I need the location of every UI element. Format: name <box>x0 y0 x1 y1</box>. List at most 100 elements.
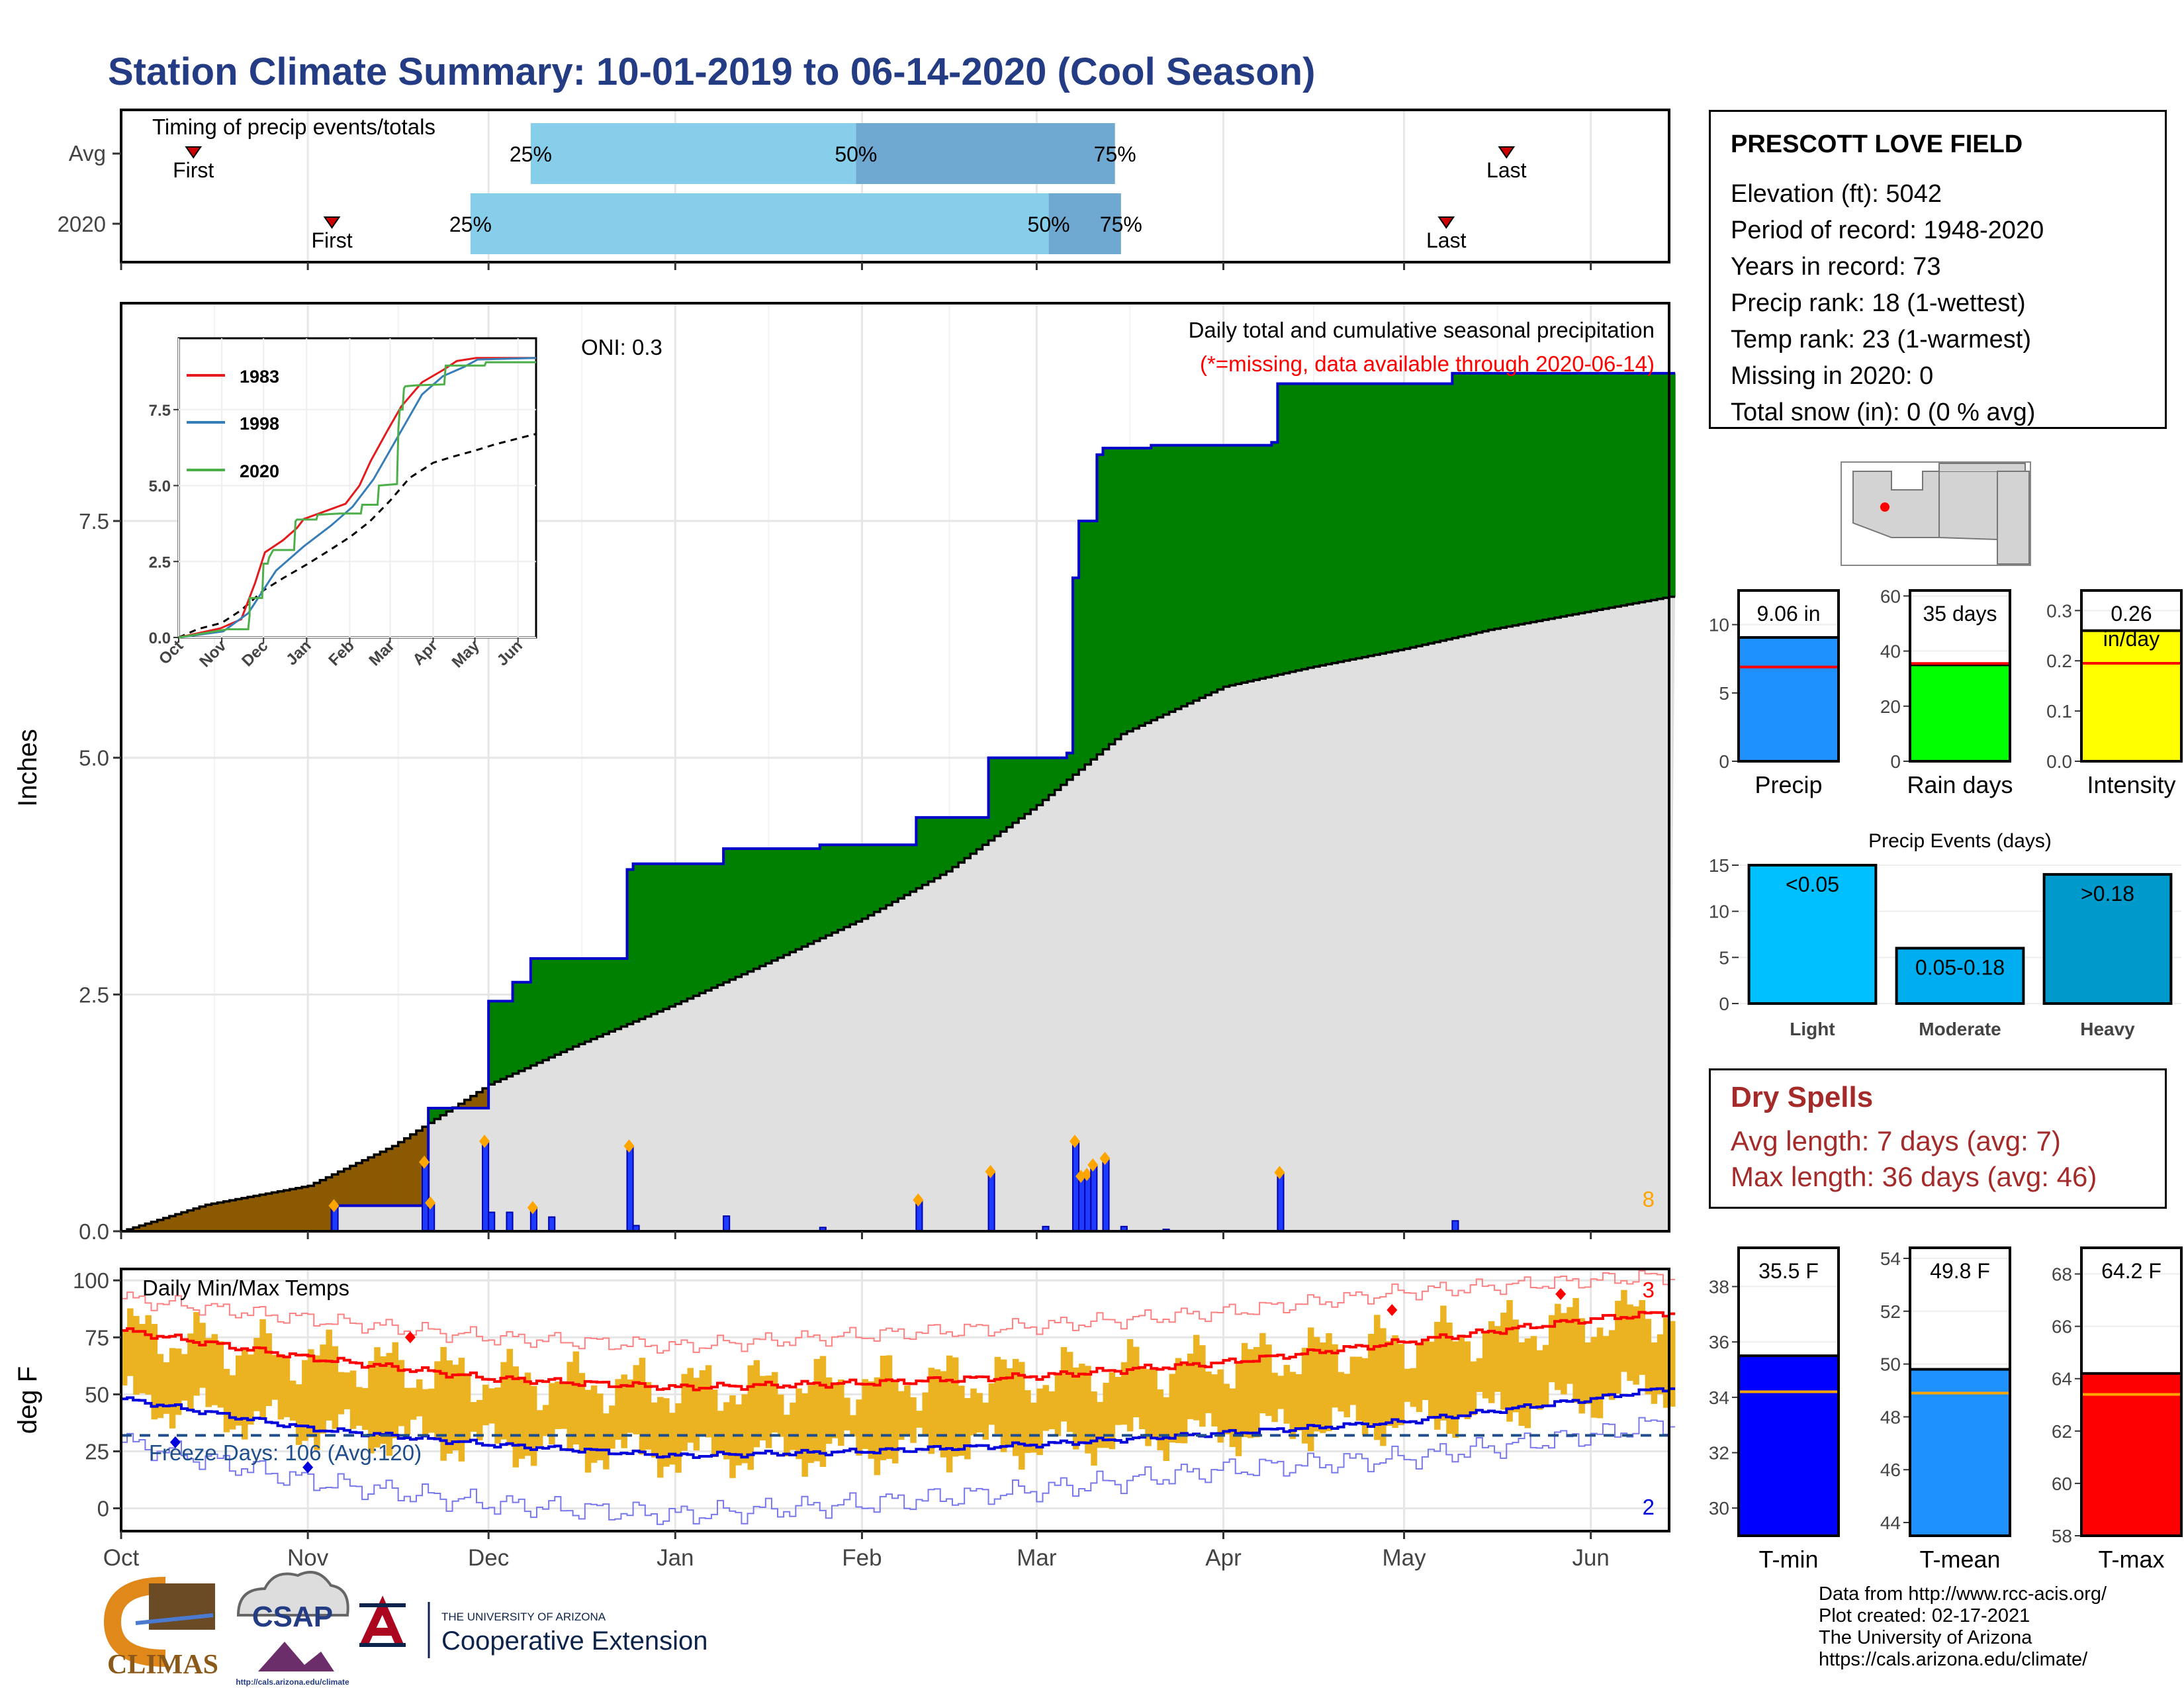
temp-daily-bar <box>1253 1346 1260 1438</box>
temp-daily-bar <box>1615 1301 1621 1394</box>
temp-bar-t-max <box>2080 1372 2183 1537</box>
precip-above-normal-day <box>1229 445 1236 686</box>
temp-daily-bar <box>603 1413 610 1470</box>
summary-category-label: Rain days <box>1907 771 2013 798</box>
precip-below-normal-day <box>139 1225 146 1231</box>
timing-panel: 25% 50% 75% First Last 25% 50% 75% First Last Tim… <box>58 109 1670 270</box>
precip-below-normal-day <box>302 1187 308 1231</box>
inset-line-2020 <box>178 361 536 639</box>
temp-y-tick-label: 0 <box>97 1497 109 1521</box>
summary-value-line: in/day <box>2103 627 2160 651</box>
precip-below-normal-day <box>253 1196 260 1231</box>
precip-above-normal-day <box>970 817 977 854</box>
temp-daily-bar <box>651 1402 658 1458</box>
temp-daily-bar <box>663 1398 670 1467</box>
temp-daily-bar <box>283 1358 291 1417</box>
precip-above-normal-day <box>729 849 736 980</box>
temp-daily-bar <box>898 1391 905 1440</box>
precip-y-label: Inches <box>13 729 42 807</box>
temp-daily-bar <box>1536 1350 1543 1410</box>
precip-daily-bar <box>987 1170 995 1233</box>
temp-daily-bar <box>223 1368 230 1432</box>
precip-above-normal-day <box>1091 521 1097 760</box>
temp-daily-bar <box>1151 1368 1158 1438</box>
precip-above-normal-day <box>1476 373 1483 633</box>
precip-events-category-label: Moderate <box>1919 1019 2001 1039</box>
temp-daily-bar <box>543 1405 549 1436</box>
temp-bar-y-tick-label: 50 <box>1880 1354 1901 1375</box>
temp-daily-bar <box>856 1399 862 1456</box>
precip-below-normal-day <box>380 1151 387 1206</box>
temp-daily-bar <box>1332 1344 1338 1408</box>
temp-bar-t-min <box>1737 1354 1840 1537</box>
temp-daily-bar <box>398 1360 405 1427</box>
temp-daily-bar <box>271 1354 279 1400</box>
precip-above-normal-day <box>825 845 833 936</box>
temp-record-marker <box>302 1461 314 1474</box>
temp-daily-bar <box>1651 1342 1658 1404</box>
temp-content <box>121 1270 1676 1525</box>
precip-above-normal-day <box>1651 373 1658 600</box>
month-label: Oct <box>103 1545 140 1571</box>
station-period: Period of record: 1948-2020 <box>1731 216 2044 244</box>
temp-bar-category-label: T-max <box>2098 1546 2164 1573</box>
precip-above-normal-day <box>1301 383 1308 669</box>
month-label: Apr <box>1205 1545 1242 1571</box>
temp-daily-bar <box>747 1365 754 1470</box>
temp-daily-bar <box>1380 1328 1387 1446</box>
temp-bar-y-tick-label: 58 <box>2052 1526 2072 1546</box>
precip-daily-bar <box>548 1216 556 1232</box>
inset-legend-1998: 1998 <box>240 414 279 434</box>
temp-daily-bar <box>476 1399 483 1440</box>
precip-above-normal-day <box>1428 383 1435 643</box>
temp-daily-bar <box>831 1383 839 1438</box>
precip-below-normal-day <box>464 1100 471 1109</box>
precip-above-normal-day <box>784 849 790 955</box>
temp-daily-bar <box>1446 1322 1453 1434</box>
temp-daily-bar <box>422 1389 429 1436</box>
temp-daily-bar <box>506 1348 513 1446</box>
precip-y-tick-label: 7.5 <box>79 509 109 534</box>
month-label: Feb <box>842 1545 882 1571</box>
temp-daily-bar <box>1645 1319 1652 1395</box>
precip-above-normal-day <box>898 845 905 899</box>
precip-daily-bar <box>1078 1176 1086 1233</box>
precip-above-normal-day <box>1494 373 1501 629</box>
precip-below-normal-day <box>386 1149 393 1206</box>
precip-above-normal-day <box>1223 445 1230 687</box>
texas-edge-shape <box>1997 471 2030 565</box>
precip-above-normal-day <box>1066 753 1073 780</box>
precip-above-normal-day <box>590 958 598 1039</box>
precip-above-normal-day <box>1398 383 1405 650</box>
precip-above-normal-day <box>874 845 881 912</box>
precip-above-normal-day <box>886 845 893 906</box>
temp-daily-bar <box>1494 1326 1501 1392</box>
temp-daily-bar <box>1596 1327 1604 1419</box>
temp-daily-bar <box>1241 1342 1248 1437</box>
precip-above-normal-day <box>1126 447 1134 731</box>
inset-average-line <box>178 433 537 639</box>
temp-daily-bar <box>615 1379 621 1440</box>
temp-daily-bar <box>314 1355 320 1450</box>
precip-above-normal-day <box>1392 383 1399 651</box>
temp-daily-bar <box>940 1371 947 1458</box>
precip-above-normal-day <box>681 863 688 1002</box>
precip-below-normal-day <box>362 1160 369 1206</box>
precip-above-normal-day <box>669 863 676 1007</box>
precip-below-normal-day <box>145 1223 152 1231</box>
temp-y-axis: 0 25 50 75 100 <box>73 1268 121 1521</box>
precip-above-normal-day <box>1187 445 1194 704</box>
temp-y-tick-label: 100 <box>73 1268 109 1293</box>
temp-daily-bar <box>1277 1376 1284 1409</box>
dry-spells-box: Dry Spells Avg length: 7 days (avg: 7) M… <box>1709 1068 2167 1209</box>
precip-above-normal-day <box>1488 373 1495 630</box>
station-elevation: Elevation (ft): 5042 <box>1731 180 1942 208</box>
timing-bar-lower-avg <box>530 123 856 184</box>
precip-above-normal-day <box>1235 445 1242 684</box>
temp-daily-bar <box>488 1388 495 1424</box>
temp-daily-bar <box>639 1358 646 1455</box>
precip-above-normal-day <box>1548 373 1555 619</box>
temp-daily-bar <box>1187 1353 1194 1419</box>
temp-daily-bar <box>759 1376 766 1440</box>
four-corners-states-shape <box>1938 463 2026 472</box>
